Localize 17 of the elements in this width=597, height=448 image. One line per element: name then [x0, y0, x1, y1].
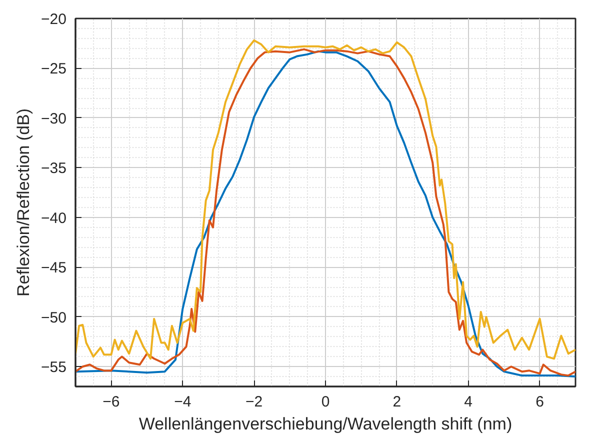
y-tick-label: −35: [41, 160, 67, 178]
y-tick-label: −40: [41, 210, 67, 227]
x-tick-label: 0: [321, 394, 330, 410]
y-tick-label: −30: [41, 110, 67, 128]
x-tick-label: 4: [464, 394, 473, 410]
x-tick-label: −2: [246, 394, 263, 410]
x-tick-label: −6: [102, 394, 120, 410]
y-tick-label: −50: [41, 309, 67, 326]
x-tick-label: 6: [536, 394, 544, 410]
x-tick-label: 2: [392, 394, 402, 410]
y-tick-label: −20: [41, 11, 67, 28]
y-tick-label: −25: [41, 60, 67, 78]
x-axis-title: Wellenlängenverschiebung/Wavelength shift (nm): [138, 414, 512, 434]
x-tick-label: −4: [174, 394, 192, 410]
y-tick-label: −45: [41, 260, 67, 277]
y-axis-title: Reflexion/Reflection (dB): [14, 108, 34, 297]
y-tick-label: −55: [41, 359, 67, 376]
